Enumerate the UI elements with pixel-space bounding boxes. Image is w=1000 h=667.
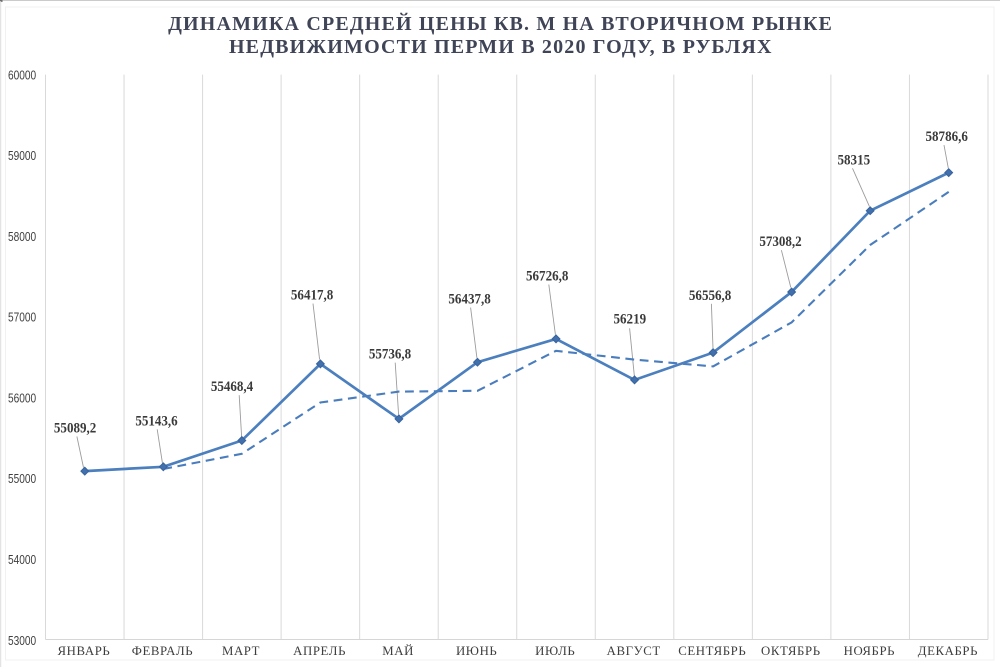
svg-text:58315: 58315 [838,152,871,168]
svg-text:55000: 55000 [8,472,37,486]
svg-text:60000: 60000 [8,68,37,82]
svg-text:НОЯБРЬ: НОЯБРЬ [844,644,896,658]
svg-text:ЯНВАРЬ: ЯНВАРЬ [58,644,111,658]
svg-text:ФЕВРАЛЬ: ФЕВРАЛЬ [132,644,193,658]
svg-text:57308,2: 57308,2 [759,234,801,250]
svg-text:58000: 58000 [8,230,37,244]
svg-text:56219: 56219 [614,311,647,327]
svg-text:54000: 54000 [8,553,37,567]
svg-text:ДИНАМИКА СРЕДНЕЙ ЦЕНЫ КВ. М НА: ДИНАМИКА СРЕДНЕЙ ЦЕНЫ КВ. М НА ВТОРИЧНОМ… [168,12,833,35]
svg-text:56417,8: 56417,8 [291,287,333,303]
svg-text:55736,8: 55736,8 [369,346,411,362]
svg-text:56000: 56000 [8,391,37,405]
svg-text:55089,2: 55089,2 [54,420,96,436]
svg-text:58786,6: 58786,6 [926,128,968,144]
svg-text:56437,8: 56437,8 [448,291,490,307]
svg-text:56556,8: 56556,8 [689,287,731,303]
svg-text:55468,4: 55468,4 [211,379,253,395]
svg-text:53000: 53000 [8,634,37,648]
svg-text:56726,8: 56726,8 [526,268,568,284]
svg-text:ОКТЯБРЬ: ОКТЯБРЬ [761,644,821,658]
svg-text:ИЮНЬ: ИЮНЬ [456,644,497,658]
svg-text:ДЕКАБРЬ: ДЕКАБРЬ [918,644,978,658]
svg-text:МАЙ: МАЙ [382,644,414,658]
svg-text:55143,6: 55143,6 [135,413,177,429]
svg-text:НЕДВИЖИМОСТИ ПЕРМИ В 2020 ГОДУ: НЕДВИЖИМОСТИ ПЕРМИ В 2020 ГОДУ, В РУБЛЯХ [229,36,773,58]
svg-text:МАРТ: МАРТ [222,644,260,658]
svg-text:ИЮЛЬ: ИЮЛЬ [535,644,575,658]
svg-text:АВГУСТ: АВГУСТ [607,644,661,658]
svg-text:59000: 59000 [8,149,37,163]
svg-text:57000: 57000 [8,311,37,325]
svg-text:СЕНТЯБРЬ: СЕНТЯБРЬ [678,644,746,658]
svg-text:АПРЕЛЬ: АПРЕЛЬ [293,644,346,658]
